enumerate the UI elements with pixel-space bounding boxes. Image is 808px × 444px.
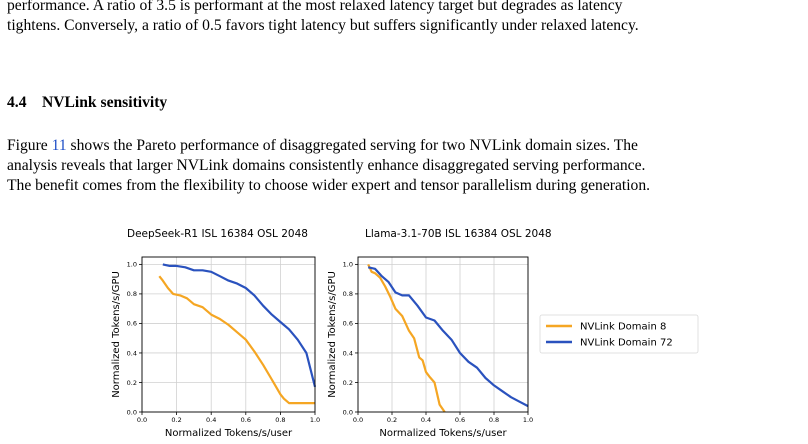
panel-1-xtick-label: 0.6 [241, 416, 251, 424]
legend-box [539, 314, 699, 354]
panel-2-ytick-label: 0.4 [343, 349, 353, 357]
nvlink-figure: 0.0 0.2 0.4 0.6 0.8 1.0 0.0 0.2 0.4 0.6 0.8 1.0 Deep… [111, 228, 699, 439]
panel-2-xtick-label: 0.2 [387, 416, 397, 424]
panel-2-xlabel: Normalized Tokens/s/user [379, 428, 507, 439]
section-title: NVLink sensitivity [42, 94, 168, 111]
section-number: 4.4 [7, 94, 27, 111]
panel-1-ytick-label: 0.8 [127, 290, 137, 298]
legend-label-nvlink-domain-8: NVLink Domain 8 [580, 322, 666, 333]
panel-2-xtick-label: 0.4 [421, 416, 431, 424]
panel-2-ytick-label: 0.6 [343, 320, 353, 328]
intro-paragraph: performance. A ratio of 3.5 is performan… [7, 0, 803, 36]
panel-2-frame [357, 256, 529, 413]
panel-2-series-nvlink-domain-72 [367, 266, 529, 408]
body-line-1-start: Figure [7, 137, 52, 154]
figure-reference-link[interactable]: 11 [51, 137, 67, 154]
panel-1-ytick-label: 0.2 [127, 379, 137, 387]
panel-1-title: DeepSeek-R1 ISL 16384 OSL 2048 [127, 228, 308, 240]
panel-1-series-nvlink-domain-8 [158, 275, 315, 405]
panel-2-xtick-label: 0.8 [489, 416, 499, 424]
body-line-1: Figure 11 shows the Pareto performance o… [7, 136, 803, 156]
panel-2-ytick-label: 0.8 [343, 290, 353, 298]
panel-2-xtick-label: 1.0 [523, 416, 533, 424]
panel-1-frame [141, 256, 316, 413]
panel-1-xtick-label: 1.0 [310, 416, 320, 424]
intro-line-2: tightens. Conversely, a ratio of 0.5 fav… [7, 17, 639, 34]
panel-2-xtick-label: 0.0 [353, 416, 363, 424]
panel-1-xtick-label: 0.0 [137, 416, 147, 424]
panel-2-title: Llama-3.1-70B ISL 16384 OSL 2048 [365, 228, 552, 240]
panel-1-ytick-label: 0.4 [127, 349, 137, 357]
intro-line-1: performance. A ratio of 3.5 is performan… [7, 0, 623, 14]
body-line-1-end: shows the Pareto performance of disaggre… [66, 137, 638, 154]
panel-1-series-nvlink-domain-72 [162, 263, 317, 388]
body-line-2: analysis reveals that larger NVLink doma… [7, 157, 646, 174]
panel-2-ytick-label: 1.0 [343, 261, 353, 269]
panel-1-xtick-label: 0.2 [171, 416, 181, 424]
panel-1-ylabel: Normalized Tokens/s/GPU [111, 271, 122, 398]
panel-1-ytick-label: 0.6 [127, 320, 137, 328]
body-line-3: The benefit comes from the flexibility t… [7, 177, 651, 194]
panel-1-xtick-label: 0.8 [275, 416, 285, 424]
panel-2-ytick-label: 0.2 [343, 379, 353, 387]
panel-2-xtick-label: 0.6 [455, 416, 465, 424]
panel-1-xlabel: Normalized Tokens/s/user [165, 428, 293, 439]
panel-2-ylabel: Normalized Tokens/s/GPU [327, 271, 338, 398]
legend-label-nvlink-domain-72: NVLink Domain 72 [580, 338, 673, 349]
panel-2-series-nvlink-domain-8 [367, 263, 446, 413]
panel-1-ytick-label: 1.0 [127, 261, 137, 269]
body-paragraph: Figure 11 shows the Pareto performance o… [7, 136, 803, 196]
panel-1-ytick-label: 0.0 [127, 408, 137, 416]
panel-1-xtick-label: 0.4 [206, 416, 216, 424]
panel-2-ytick-label: 0.0 [343, 408, 353, 416]
section-heading: 4.4 NVLink sensitivity [7, 94, 167, 112]
